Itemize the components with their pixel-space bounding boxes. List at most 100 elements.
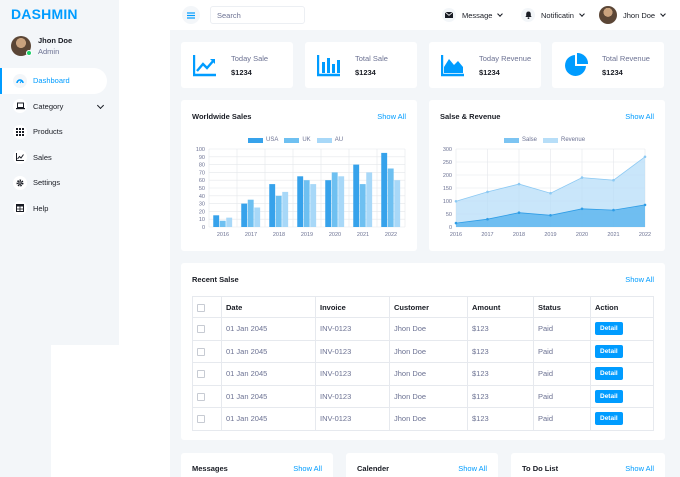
table-header-row: Date Invoice Customer Amount Status Acti… <box>192 296 654 318</box>
chevron-down-icon <box>497 11 504 17</box>
sidebar-footer-area <box>0 345 51 477</box>
search-input[interactable] <box>210 6 305 24</box>
select-cell <box>192 339 222 363</box>
table-row: 01 Jan 2045 INV-0123 Jhon Doe $123 Paid Detai… <box>192 362 654 386</box>
y-tick-label: 200 <box>443 173 452 179</box>
status-cell: Paid <box>533 407 591 431</box>
amount-cell: $123 <box>467 362 534 386</box>
sidebar-item-products[interactable]: Products <box>0 119 119 145</box>
user-dropdown[interactable]: Jhon Doe <box>599 6 666 24</box>
sidebar-nav: Dashboard Category Products Sales Set <box>0 68 119 221</box>
point-revenue <box>454 199 458 203</box>
detail-button[interactable]: Detail <box>595 389 623 403</box>
y-tick-label: 30 <box>199 202 205 208</box>
show-all-link[interactable]: Show All <box>458 464 487 473</box>
show-all-link[interactable]: Show All <box>293 464 322 473</box>
bar-au <box>226 217 233 227</box>
menu-toggle-button[interactable] <box>182 6 200 24</box>
row-checkbox[interactable] <box>197 347 205 356</box>
legend-swatch <box>316 137 332 143</box>
date-cell: 01 Jan 2045 <box>221 362 316 386</box>
column-header: Status <box>533 296 591 318</box>
y-tick-label: 60 <box>199 178 205 184</box>
point-revenue <box>643 155 647 159</box>
action-cell: Detail <box>590 384 654 408</box>
bar-au <box>310 184 317 227</box>
point-revenue <box>486 190 489 194</box>
y-tick-label: 0 <box>202 225 205 231</box>
brand-logo[interactable]: DASHMIN <box>11 6 78 22</box>
action-cell: Detail <box>590 317 654 341</box>
sidebar-item-category[interactable]: Category <box>0 94 119 120</box>
detail-button[interactable]: Detail <box>595 322 623 336</box>
sidebar-item-label: Sales <box>33 152 52 162</box>
panel-title: Worldwide Sales <box>192 112 252 121</box>
invoice-cell: INV-0123 <box>315 362 390 386</box>
y-tick-label: 90 <box>199 155 205 161</box>
sidebar-item-help[interactable]: Help <box>0 196 119 222</box>
online-status-dot <box>26 50 32 56</box>
show-all-link[interactable]: Show All <box>377 112 406 121</box>
status-cell: Paid <box>533 384 591 408</box>
column-header: Date <box>221 296 316 318</box>
chart-icon <box>13 150 27 165</box>
bar-usa <box>213 215 220 227</box>
show-all-link[interactable]: Show All <box>625 275 654 284</box>
recent-sales-table: Date Invoice Customer Amount Status Acti… <box>192 296 654 431</box>
bar-uk <box>247 199 254 227</box>
laptop-icon <box>13 99 27 114</box>
x-tick-label: 2020 <box>576 232 588 238</box>
table-row: 01 Jan 2045 INV-0123 Jhon Doe $123 Paid Detai… <box>192 407 654 431</box>
select-all-checkbox[interactable] <box>197 303 205 312</box>
sales-revenue-chart: 0 50 100 150 200 250 300 2016 2017 2018 2019 2020 20… <box>443 147 651 238</box>
show-all-link[interactable]: Show All <box>625 112 654 121</box>
message-dropdown[interactable]: Message <box>442 6 504 24</box>
legend-item: UK <box>284 137 311 143</box>
detail-button[interactable]: Detail <box>595 344 623 358</box>
detail-button[interactable]: Detail <box>595 367 623 381</box>
topbar: Message Notificatin Jhon Doe <box>170 0 680 30</box>
detail-button[interactable]: Detail <box>595 412 623 426</box>
y-tick-label: 250 <box>443 160 452 166</box>
row-checkbox[interactable] <box>197 370 205 379</box>
stat-card-today-revenue: Today Revenue $1234 <box>429 42 541 88</box>
x-tick-label: 2017 <box>481 232 493 238</box>
invoice-cell: INV-0123 <box>315 317 390 341</box>
calendar-card: Calender Show All <box>346 453 498 477</box>
bar-usa <box>297 176 304 227</box>
sidebar-item-sales[interactable]: Sales <box>0 145 119 171</box>
sidebar-item-label: Dashboard <box>33 76 70 86</box>
date-cell: 01 Jan 2045 <box>221 339 316 363</box>
notification-dropdown[interactable]: Notificatin <box>521 6 585 24</box>
y-tick-label: 50 <box>199 186 205 192</box>
customer-cell: Jhon Doe <box>389 317 468 341</box>
select-all-cell <box>192 296 222 318</box>
y-tick-label: 0 <box>449 225 452 231</box>
stat-label: Today Revenue <box>479 54 532 63</box>
point-salse <box>517 211 521 214</box>
amount-cell: $123 <box>467 384 534 408</box>
show-all-link[interactable]: Show All <box>625 464 654 473</box>
legend-item: USA <box>248 137 278 143</box>
sidebar-item-settings[interactable]: Settings <box>0 170 119 196</box>
row-checkbox[interactable] <box>197 325 205 334</box>
worldwide-sales-panel: Worldwide Sales Show All USA UK AU 0 10 20… <box>181 100 417 251</box>
sidebar-item-dashboard[interactable]: Dashboard <box>0 68 107 94</box>
x-tick-label: 2021 <box>357 232 369 238</box>
legend-swatch <box>284 137 300 143</box>
hamburger-icon <box>187 11 195 19</box>
bar-uk <box>219 220 226 227</box>
legend-item: AU <box>316 137 343 143</box>
table-icon <box>13 201 27 216</box>
legend-item: Salse <box>504 137 537 143</box>
x-tick-label: 2019 <box>301 232 313 238</box>
y-tick-label: 50 <box>446 212 452 218</box>
bar-usa <box>381 152 388 227</box>
chevron-down-icon <box>579 11 585 17</box>
select-cell <box>192 407 222 431</box>
stat-card-total-revenue: Total Revenue $1234 <box>552 42 664 88</box>
row-checkbox[interactable] <box>197 392 205 401</box>
bar-uk <box>387 168 394 227</box>
row-checkbox[interactable] <box>197 415 205 424</box>
y-tick-label: 150 <box>443 186 452 192</box>
